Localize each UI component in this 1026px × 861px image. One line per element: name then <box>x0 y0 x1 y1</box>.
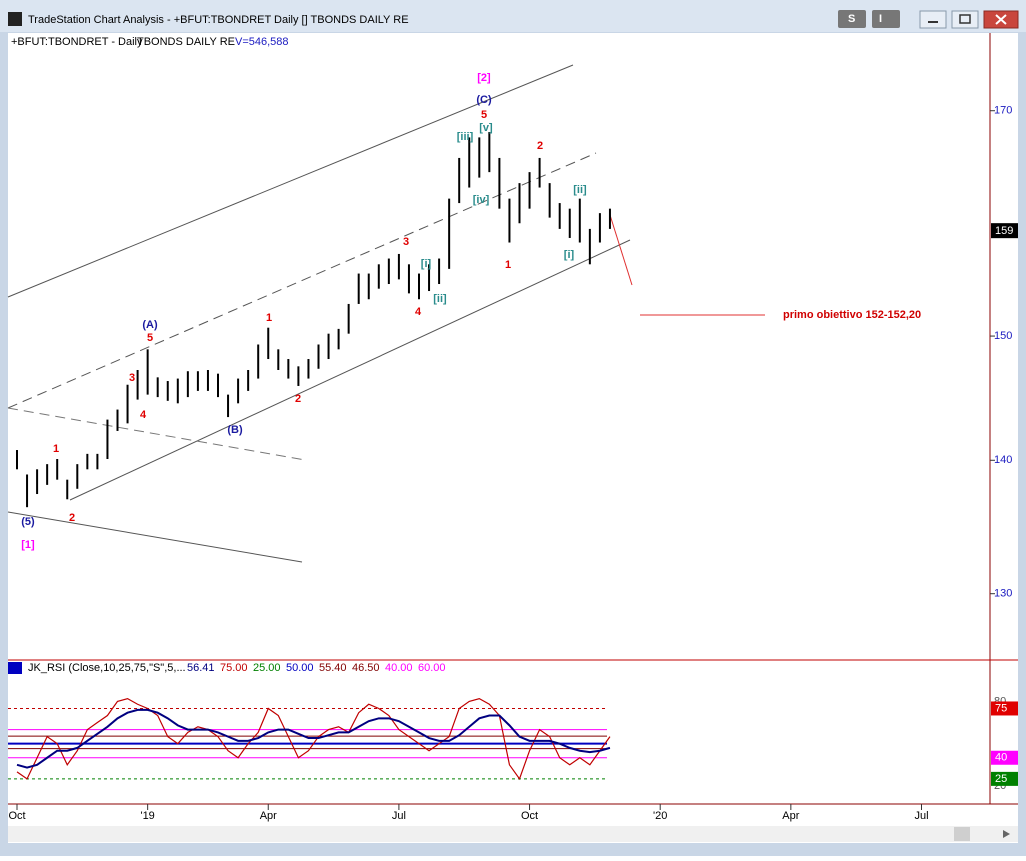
level-badge-label: 25 <box>995 773 1007 785</box>
level-label: 40.00 <box>385 662 413 674</box>
wave-label: (A) <box>142 319 158 331</box>
app-icon <box>8 12 22 26</box>
level-label: 25.00 <box>253 662 281 674</box>
scrollbar[interactable] <box>8 826 1018 842</box>
rsi-value: 56.41 <box>187 662 215 674</box>
y-tick-label: 150 <box>994 330 1012 342</box>
volume: V=546,588 <box>235 36 289 48</box>
level-badge-label: 40 <box>995 752 1007 764</box>
scroll-thumb[interactable] <box>954 827 970 841</box>
wave-label: [ii] <box>433 293 447 305</box>
last-price-box <box>991 223 1018 239</box>
s-button-label[interactable]: S <box>848 13 855 25</box>
x-tick-label: Jul <box>392 810 406 822</box>
wave-label: [i] <box>564 249 575 261</box>
x-tick-label: Apr <box>260 810 277 822</box>
level-label: 50.00 <box>286 662 314 674</box>
level-label: 46.50 <box>352 662 380 674</box>
wave-label: 4 <box>140 409 147 421</box>
level-badge <box>991 701 1018 716</box>
s-button[interactable] <box>838 10 866 28</box>
target-label: primo obiettivo 152-152,20 <box>783 309 921 321</box>
x-tick-label: Apr <box>782 810 799 822</box>
level-badge-label: 75 <box>995 702 1007 714</box>
wave-label: (5) <box>21 516 35 528</box>
x-tick-label: Jul <box>914 810 928 822</box>
wave-label: 4 <box>415 306 422 318</box>
rsi-line <box>16 708 611 769</box>
wave-label: 1 <box>266 312 272 324</box>
x-tick-label: '20 <box>653 810 667 822</box>
level-label: 60.00 <box>418 662 446 674</box>
wave-label: 1 <box>53 443 59 455</box>
wave-label: [iii] <box>457 131 474 143</box>
wave-label: 2 <box>537 140 543 152</box>
y-tick-label: 170 <box>994 105 1012 117</box>
maximize-button[interactable] <box>951 10 979 29</box>
level-label: 55.40 <box>319 662 347 674</box>
y-tick-label: 130 <box>994 588 1012 600</box>
wave-label: [v] <box>479 122 493 134</box>
wave-label: 5 <box>147 332 153 344</box>
wave-label: [1] <box>21 539 35 551</box>
trend-lines <box>7 64 765 563</box>
wave-label: 5 <box>481 109 487 121</box>
last-price: 159 <box>995 225 1013 237</box>
window-title: TradeStation Chart Analysis - +BFUT:TBON… <box>28 14 409 26</box>
wave-label: [iv] <box>473 194 490 206</box>
i-button-label[interactable]: I <box>879 13 882 25</box>
chart-area <box>8 33 1018 843</box>
level-badge <box>991 750 1018 765</box>
level-badge <box>991 771 1018 786</box>
wave-label: (C) <box>476 94 492 106</box>
wave-label: [i] <box>421 258 432 270</box>
wave-label: 2 <box>295 393 301 405</box>
wave-label: 3 <box>129 372 135 384</box>
wave-label: 2 <box>69 512 75 524</box>
x-tick-label: Oct <box>8 810 25 822</box>
x-tick-label: Oct <box>521 810 538 822</box>
indicator-icon <box>8 662 22 674</box>
level-label: 75.00 <box>220 662 248 674</box>
x-tick-label: '19 <box>140 810 154 822</box>
description: TBONDS DAILY RE <box>137 36 235 48</box>
y-tick-label: 140 <box>994 454 1012 466</box>
minimize-button[interactable] <box>919 10 947 29</box>
i-button[interactable] <box>872 10 900 28</box>
wave-label: (B) <box>227 424 243 436</box>
symbol: +BFUT:TBONDRET - Daily <box>11 36 143 48</box>
rsi-line <box>16 697 611 781</box>
wave-label: 3 <box>403 236 409 248</box>
wave-label: 1 <box>505 259 511 271</box>
wave-label: [2] <box>477 72 491 84</box>
indicator-title: JK_RSI (Close,10,25,75,"S",5,... <box>28 662 186 674</box>
wave-label: [ii] <box>573 184 587 196</box>
